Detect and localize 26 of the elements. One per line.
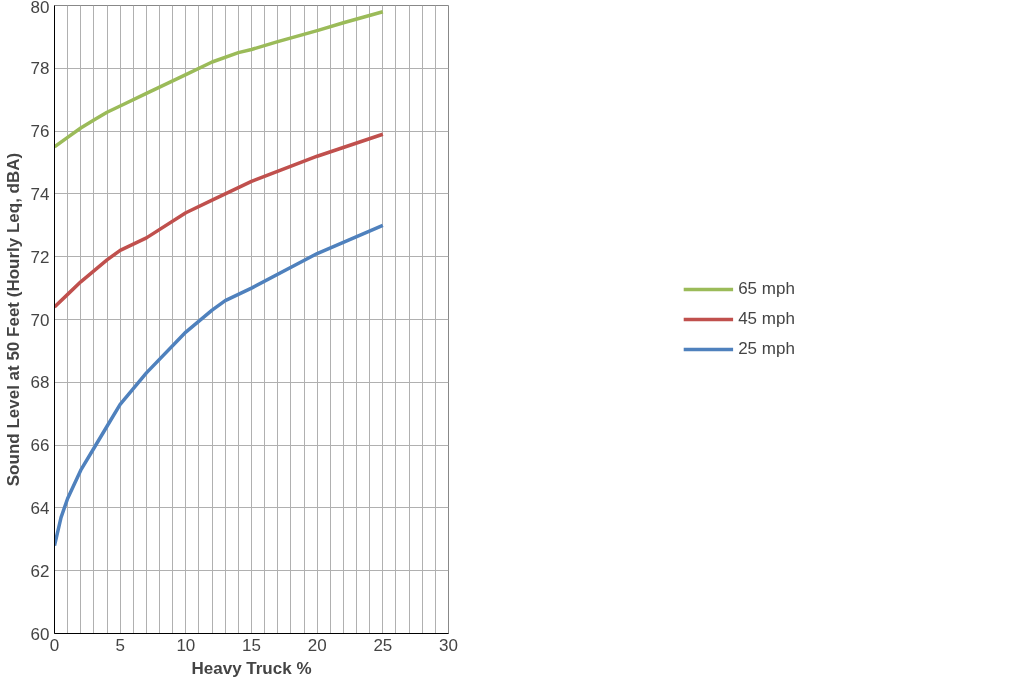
legend-label: 25 mph: [738, 339, 795, 359]
x-axis-title: Heavy Truck %: [191, 658, 312, 678]
y-axis-title: Sound Level at 50 Feet (Hourly Leq, dBA): [3, 152, 23, 487]
x-tick-label: 20: [307, 635, 327, 655]
y-tick-label: 68: [30, 373, 50, 393]
x-tick-label: 5: [115, 635, 125, 655]
x-tick-label: 10: [176, 635, 196, 655]
y-tick-label: 80: [30, 0, 50, 17]
y-tick-label: 70: [30, 310, 50, 330]
line-series: [54, 10, 385, 149]
legend-label: 45 mph: [738, 309, 795, 329]
x-tick-label: 15: [242, 635, 261, 655]
x-tick-label: 30: [439, 635, 458, 655]
y-tick-label: 62: [30, 561, 50, 581]
y-tick-label: 60: [30, 624, 50, 644]
y-tick-label: 78: [30, 59, 50, 79]
x-tick-label: 0: [49, 635, 60, 655]
legend-label: 65 mph: [738, 279, 795, 299]
x-tick-label: 25: [373, 635, 393, 655]
y-tick-label: 72: [30, 247, 50, 267]
y-tick-label: 74: [30, 184, 50, 204]
y-tick-label: 64: [30, 498, 50, 518]
y-tick-label: 66: [30, 436, 50, 456]
y-tick-label: 76: [30, 122, 50, 142]
line-series: [54, 223, 385, 548]
line-series: [54, 132, 385, 309]
